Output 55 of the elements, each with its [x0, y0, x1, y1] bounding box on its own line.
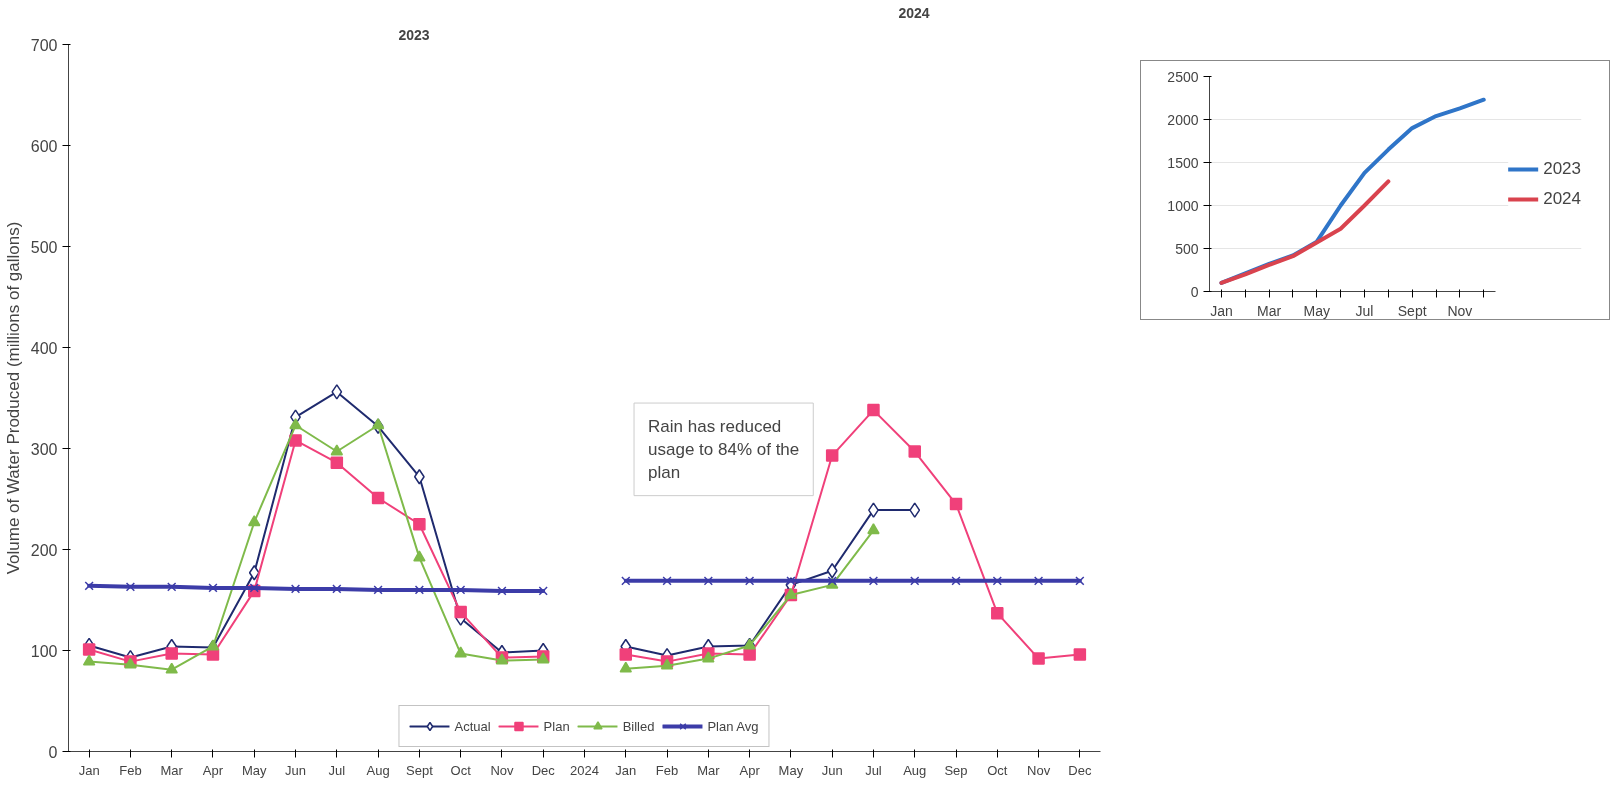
legend-label: Plan Avg	[707, 718, 759, 734]
x-tick-label: Oct	[450, 762, 472, 778]
y-tick-label: 100	[30, 642, 58, 660]
x-tick-label: Dec	[1068, 762, 1092, 778]
y-tick-label: 1000	[1167, 197, 1199, 214]
x-tick-label: Apr	[202, 762, 224, 778]
x-tick-label: Jan	[78, 762, 100, 778]
y-tick-label: 500	[30, 238, 58, 256]
x-tick-label: Sep	[944, 762, 968, 778]
x-tick-label: Jul	[1355, 302, 1374, 319]
x-tick-label: Jun	[285, 762, 307, 778]
y-tick-label: 0	[48, 743, 58, 761]
x-tick-label: Jul	[328, 762, 346, 778]
x-tick-label: Mar	[160, 762, 184, 778]
x-tick-label: Nov	[1447, 302, 1473, 319]
x-tick-label: Jan	[615, 762, 637, 778]
y-tick-label: 400	[30, 339, 58, 357]
legend-label: 2023	[1543, 158, 1581, 179]
x-tick-label: Dec	[531, 762, 556, 778]
x-tick-label: Nov	[490, 762, 514, 778]
x-tick-label: Jul	[865, 762, 882, 778]
x-tick-label: Nov	[1027, 762, 1051, 778]
x-tick-label: Sept	[406, 762, 434, 778]
y-tick-label: 2000	[1167, 111, 1199, 128]
y-tick-label: 200	[30, 541, 58, 559]
x-tick-label: Jun	[821, 762, 843, 778]
x-tick-label: Oct	[987, 762, 1008, 778]
x-tick-label: May	[778, 762, 804, 778]
x-tick-label: Sept	[1397, 302, 1427, 319]
y-axis-title: Volume of Water Produced (millions of gallons)	[3, 221, 23, 575]
legend-label: Plan	[543, 718, 570, 734]
x-tick-label: May	[1303, 302, 1331, 319]
legend-label: 2024	[1543, 188, 1581, 209]
y-tick-label: 300	[30, 440, 58, 458]
legend-label: Billed	[622, 718, 655, 734]
text: 2023	[398, 26, 430, 43]
x-tick-label: Feb	[655, 762, 679, 778]
y-tick-label: 1500	[1167, 154, 1199, 171]
x-tick-label: 2024	[570, 762, 599, 778]
x-tick-label: Mar	[1257, 302, 1282, 319]
x-tick-label: Aug	[903, 762, 927, 778]
x-tick-label: Apr	[739, 762, 761, 778]
x-tick-label: May	[241, 762, 268, 778]
x-tick-label: Aug	[366, 762, 390, 778]
y-tick-label: 0	[1190, 283, 1199, 300]
legend-label: Actual	[454, 718, 491, 734]
y-tick-label: 2500	[1167, 68, 1199, 85]
x-tick-label: Jan	[1210, 302, 1233, 319]
x-tick-label: Feb	[119, 762, 142, 778]
y-tick-label: 500	[1175, 240, 1199, 257]
y-tick-label: 600	[30, 137, 58, 155]
y-tick-label: 700	[30, 36, 58, 54]
annotation: Rain has reduced usage to 84% of the plan	[648, 417, 800, 482]
text: 2024	[898, 4, 930, 21]
x-tick-label: Mar	[697, 762, 721, 778]
